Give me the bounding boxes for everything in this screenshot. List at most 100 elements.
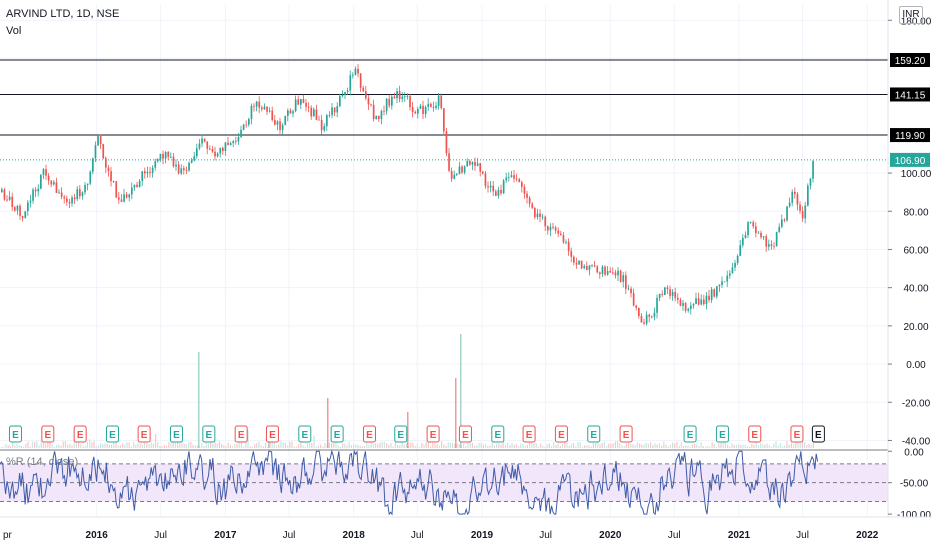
volume-bar <box>476 445 478 448</box>
volume-bar <box>7 445 9 448</box>
volume-bar <box>465 446 467 448</box>
time-tick-label: Jul <box>539 530 552 541</box>
volume-bar <box>724 442 726 448</box>
candle-body <box>435 105 437 108</box>
candle-body <box>547 226 549 231</box>
candle-body <box>591 265 593 267</box>
earnings-marker-label: E <box>77 430 84 441</box>
volume-bar <box>273 441 275 448</box>
volume-bar <box>47 441 49 448</box>
volume-bar <box>392 446 394 448</box>
candlestick-series <box>1 64 814 326</box>
volume-bar <box>67 444 69 448</box>
candle-body <box>484 173 487 187</box>
candle-body <box>188 162 190 171</box>
candle-body <box>105 158 107 168</box>
wr-line <box>0 449 819 516</box>
candle-body <box>723 281 726 283</box>
wr-tick-label: 0.00 <box>904 447 924 458</box>
candle-body <box>502 180 505 194</box>
candle-body <box>29 200 32 203</box>
volume-bar <box>812 441 814 448</box>
candle-body <box>523 186 526 194</box>
volume-bar <box>650 442 652 448</box>
candle-body <box>705 295 708 305</box>
currency-button[interactable]: INR <box>899 6 923 24</box>
earnings-marker-label: E <box>430 430 437 441</box>
volume-bar <box>625 443 627 448</box>
candle-body <box>458 166 461 174</box>
volume-bar <box>212 443 214 448</box>
volume-bar <box>718 443 720 448</box>
earnings-marker-label: E <box>590 430 597 441</box>
volume-bar <box>443 444 445 448</box>
earnings-marker <box>790 425 804 443</box>
volume-bar <box>216 443 218 448</box>
volume-bar <box>196 445 198 448</box>
volume-bar <box>394 441 396 448</box>
volume-spike <box>455 378 457 448</box>
candle-body <box>263 106 266 110</box>
volume-bar <box>53 446 55 448</box>
volume-bar <box>729 446 731 448</box>
candle-body <box>367 98 370 105</box>
volume-bar <box>454 443 456 448</box>
price-axis[interactable]: 180.00 100.00 80.00 60.00 40.00 20.00 0.00 -20.… <box>887 0 932 521</box>
volume-bar <box>722 441 724 448</box>
volume-spike <box>198 352 200 448</box>
time-tick-label: pr <box>3 530 13 541</box>
earnings-marker-label: E <box>462 430 469 441</box>
volume-bar <box>430 446 432 448</box>
candle-body <box>326 115 328 127</box>
volume-bar <box>584 445 586 448</box>
time-axis[interactable]: pr 2016 Jul 2017 Jul 2018 Jul 2019 Jul 2020 Jul 202… <box>0 516 932 550</box>
earnings-marker <box>426 425 440 443</box>
candle-body <box>692 304 695 306</box>
earnings-marker-label: E <box>173 430 180 441</box>
volume-bar <box>207 443 209 448</box>
candle-body <box>255 101 258 107</box>
volume-bar <box>742 444 744 448</box>
candle-body <box>84 184 86 193</box>
candle-body <box>175 164 177 167</box>
candle-body <box>328 115 331 116</box>
volume-bar <box>533 443 535 448</box>
candle-body <box>606 271 609 275</box>
candle-body <box>115 181 118 198</box>
earnings-marker <box>41 425 55 443</box>
candle-body <box>292 111 294 114</box>
volume-bar <box>161 446 163 448</box>
volume-bar <box>331 442 333 448</box>
candle-body <box>482 171 484 174</box>
volume-bar <box>507 442 509 448</box>
volume-bar <box>436 444 438 448</box>
volume-bar <box>515 443 517 448</box>
price-tick-label: 0.00 <box>906 360 926 371</box>
wr-tick-label: -100.00 <box>897 510 931 521</box>
candle-body <box>770 244 773 246</box>
volume-bar <box>434 444 436 448</box>
candle-body <box>315 109 318 120</box>
level-price-tag <box>890 128 930 143</box>
volume-bar <box>753 444 755 448</box>
candle-body <box>375 115 378 120</box>
candle-body <box>658 293 661 298</box>
volume-bar <box>370 442 372 448</box>
volume-bar <box>410 442 412 448</box>
williams-r-pane <box>0 449 888 516</box>
earnings-marker <box>362 425 376 443</box>
volume-bar <box>225 446 227 448</box>
candle-body <box>128 194 131 198</box>
volume-bar <box>485 443 487 448</box>
candle-body <box>112 181 115 182</box>
volume-bar <box>102 444 104 448</box>
candle-body <box>801 210 804 219</box>
candle-body <box>627 288 630 290</box>
volume-bar <box>49 441 51 448</box>
candle-body <box>300 98 302 105</box>
candle-body <box>383 110 385 112</box>
candle-body <box>656 297 658 313</box>
candle-body <box>742 237 744 246</box>
volume-bar <box>419 446 421 448</box>
